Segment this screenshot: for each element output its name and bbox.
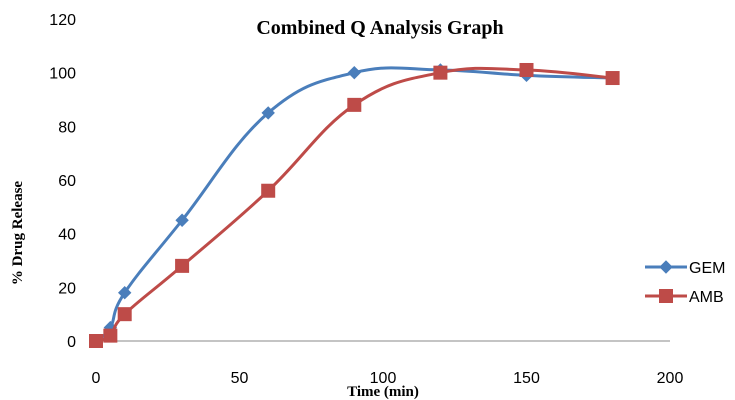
data-point-amb — [103, 328, 118, 343]
data-point-amb — [519, 62, 534, 77]
data-point-amb — [117, 307, 132, 322]
legend: GEM AMB — [645, 260, 725, 306]
y-tick-label: 20 — [58, 280, 76, 297]
series-amb — [89, 62, 620, 348]
series-line-amb — [95, 66, 613, 343]
y-tick-label: 120 — [49, 12, 76, 29]
legend-label-amb: AMB — [689, 289, 724, 306]
y-tick-label: 80 — [58, 119, 76, 136]
y-tick-label: 40 — [58, 227, 76, 244]
x-tick-label: 0 — [92, 370, 101, 387]
chart-title: Combined Q Analysis Graph — [256, 17, 503, 39]
x-axis-label: Time (min) — [347, 384, 419, 400]
data-point-amb — [605, 71, 620, 86]
legend-item-amb: AMB — [645, 289, 724, 306]
data-point-amb — [89, 334, 103, 348]
x-tick-label: 200 — [657, 370, 684, 387]
legend-item-gem: GEM — [645, 260, 725, 277]
y-tick-label: 60 — [58, 173, 76, 190]
x-tick-label: 150 — [513, 370, 540, 387]
data-point-gem — [347, 65, 362, 80]
series-layer — [89, 62, 620, 348]
data-point-amb — [433, 65, 448, 80]
x-axis-ticks: 0 50 100 150 200 — [92, 370, 684, 387]
data-point-gem — [117, 285, 132, 300]
x-tick-label: 100 — [370, 370, 397, 387]
y-axis-ticks: 0 20 40 60 80 100 120 — [49, 12, 76, 351]
legend-marker-gem — [659, 260, 673, 274]
data-point-gem — [175, 213, 189, 227]
x-tick-label: 50 — [231, 370, 249, 387]
data-point-amb — [175, 258, 190, 273]
legend-marker-amb — [659, 289, 673, 303]
y-axis-label: % Drug Release — [10, 181, 26, 285]
y-tick-label: 0 — [67, 334, 76, 351]
data-point-gem — [261, 106, 275, 120]
data-point-amb — [347, 97, 362, 112]
data-point-amb — [261, 183, 276, 198]
y-tick-label: 100 — [49, 66, 76, 83]
legend-label-gem: GEM — [689, 260, 725, 277]
